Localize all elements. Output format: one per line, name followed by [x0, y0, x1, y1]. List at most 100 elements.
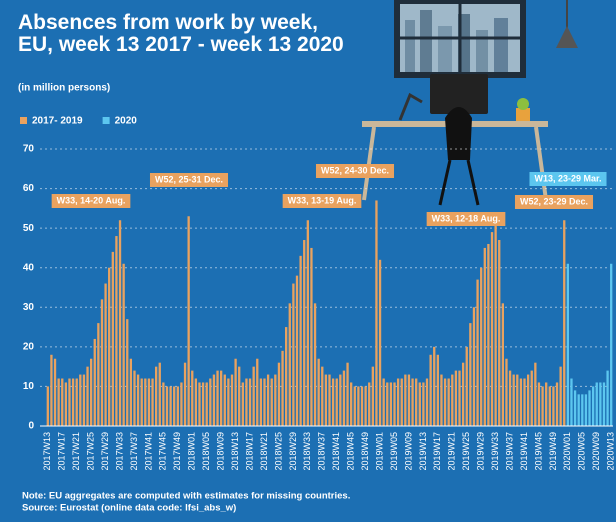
bar: [443, 378, 447, 426]
x-tick-label: 2017W49: [172, 432, 182, 471]
x-tick-label: 2017W45: [158, 432, 168, 471]
bar: [335, 378, 338, 426]
bar: [346, 362, 349, 426]
x-tick-label: 2018W01: [187, 432, 197, 471]
annotation-label: W52, 24-30 Dec.: [321, 165, 389, 175]
bar: [411, 378, 414, 426]
illustration: [362, 0, 578, 206]
x-tick-label: 2019W17: [432, 432, 442, 471]
bar: [404, 374, 407, 426]
x-tick-label: 2017W41: [143, 432, 153, 471]
x-tick-label: 2019W29: [476, 432, 486, 471]
bar: [220, 370, 223, 426]
annotation-label: W33, 14-20 Aug.: [57, 195, 126, 205]
annotation: W52, 24-30 Dec.: [315, 164, 395, 178]
bar: [451, 374, 454, 426]
subtitle: (in million persons): [18, 83, 110, 94]
bar: [321, 366, 324, 426]
x-tick-label: 2017W25: [86, 432, 96, 471]
legend-label: 2017- 2019: [32, 116, 83, 127]
bar: [342, 370, 346, 426]
bar: [563, 220, 566, 426]
bar: [552, 386, 555, 426]
x-tick-label: 2018W05: [201, 432, 211, 471]
bar: [97, 323, 100, 426]
y-tick-label: 60: [23, 183, 35, 194]
bar: [216, 370, 219, 426]
bar: [238, 366, 241, 426]
bar: [209, 378, 212, 426]
annotation-label: W13, 23-29 Mar.: [534, 173, 601, 183]
y-tick-label: 30: [23, 302, 35, 313]
x-tick-label: 2018W13: [230, 432, 240, 471]
bar: [118, 220, 122, 426]
bar: [241, 382, 244, 426]
bar: [86, 366, 89, 426]
annotation-label: W52, 23-29 Dec.: [520, 196, 588, 206]
x-tick-label: 2018W37: [317, 432, 327, 471]
bar: [292, 283, 295, 426]
bar: [256, 358, 259, 426]
bar: [350, 382, 353, 426]
bar: [281, 350, 284, 426]
bar: [144, 378, 147, 426]
bar: [523, 378, 526, 426]
bar: [252, 366, 255, 426]
bar: [115, 236, 118, 426]
bar: [483, 247, 486, 426]
bar: [386, 382, 389, 426]
bar: [512, 374, 515, 426]
bar: [393, 382, 396, 426]
annotation: W13, 23-29 Mar.: [529, 172, 607, 186]
bar: [498, 240, 501, 426]
bar: [526, 374, 530, 426]
chart-title: Absences from work by week, EU, week 13 …: [18, 11, 344, 56]
bar: [429, 354, 432, 426]
bar: [469, 323, 472, 426]
x-tick-label: 2018W09: [216, 432, 226, 471]
bar: [205, 382, 208, 426]
bar: [418, 382, 421, 426]
bar: [162, 382, 165, 426]
bar: [82, 374, 86, 426]
bar: [588, 390, 591, 426]
annotation: W33, 12-18 Aug.: [426, 212, 506, 226]
x-tick-label: 2019W41: [519, 432, 529, 471]
footnote: Source: Eurostat (online data code: lfsi…: [22, 503, 236, 514]
x-tick-label: 2020W09: [591, 432, 601, 471]
y-tick-label: 70: [23, 144, 35, 155]
bar: [508, 370, 512, 426]
annotation: W33, 13-19 Aug.: [282, 194, 362, 208]
bar: [136, 374, 140, 426]
bar: [472, 307, 476, 426]
annotation-box: [426, 212, 506, 226]
bar: [595, 382, 598, 426]
bar: [266, 374, 270, 426]
x-tick-label: 2019W37: [504, 432, 514, 471]
y-tick-label: 10: [23, 381, 35, 392]
bar: [310, 247, 313, 426]
annotation-box: [282, 194, 362, 208]
x-tick-label: 2020W05: [577, 432, 587, 471]
bar: [400, 378, 403, 426]
bar: [187, 216, 190, 426]
bar: [129, 358, 133, 426]
bar: [212, 374, 216, 426]
bar: [173, 386, 176, 426]
bar: [158, 362, 161, 426]
x-tick-label: 2018W17: [244, 432, 254, 471]
bar: [425, 378, 429, 426]
bar: [169, 386, 172, 426]
bar: [183, 362, 187, 426]
bar: [436, 354, 439, 426]
x-tick-label: 2018W45: [346, 432, 356, 471]
bar: [545, 382, 548, 426]
bar: [490, 232, 494, 426]
bar: [566, 263, 570, 426]
bar: [610, 263, 613, 426]
bar: [591, 386, 595, 426]
bar: [494, 216, 497, 426]
bar: [530, 370, 533, 426]
x-tick-label: 2019W33: [490, 432, 500, 471]
bar: [382, 378, 385, 426]
